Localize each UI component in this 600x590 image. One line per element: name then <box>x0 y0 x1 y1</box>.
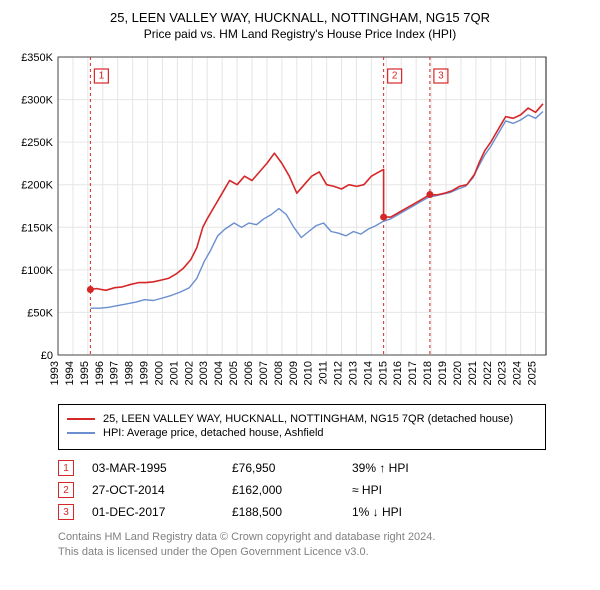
legend-item: HPI: Average price, detached house, Ashf… <box>67 427 537 439</box>
svg-text:1996: 1996 <box>94 361 106 385</box>
svg-text:£250K: £250K <box>21 137 53 149</box>
page-subtitle: Price paid vs. HM Land Registry's House … <box>12 27 588 41</box>
svg-text:£150K: £150K <box>21 222 53 234</box>
transaction-date: 01-DEC-2017 <box>92 505 232 519</box>
footnote-line: This data is licensed under the Open Gov… <box>58 545 588 560</box>
svg-text:2013: 2013 <box>347 361 359 385</box>
svg-text:2022: 2022 <box>482 361 494 385</box>
svg-text:2009: 2009 <box>288 361 300 385</box>
svg-text:2005: 2005 <box>228 361 240 385</box>
svg-text:2004: 2004 <box>213 361 225 385</box>
price-chart: £0 £50K £100K £150K £200K £250K £300K £350K 1993… <box>12 51 588 396</box>
page-title: 25, LEEN VALLEY WAY, HUCKNALL, NOTTINGHA… <box>12 10 588 25</box>
svg-text:1998: 1998 <box>124 361 136 385</box>
svg-text:2018: 2018 <box>422 361 434 385</box>
svg-text:1999: 1999 <box>139 361 151 385</box>
transaction-hpi: 1% ↓ HPI <box>352 505 472 519</box>
transaction-price: £188,500 <box>232 505 352 519</box>
svg-text:2019: 2019 <box>437 361 449 385</box>
transaction-row: 2 27-OCT-2014£162,000≈ HPI <box>58 482 546 498</box>
svg-text:1993: 1993 <box>49 361 61 385</box>
transaction-marker: 2 <box>58 482 74 498</box>
svg-text:2003: 2003 <box>198 361 210 385</box>
svg-text:2014: 2014 <box>362 361 374 385</box>
svg-text:1994: 1994 <box>64 361 76 385</box>
legend-item: 25, LEEN VALLEY WAY, HUCKNALL, NOTTINGHA… <box>67 413 537 425</box>
svg-text:£0: £0 <box>41 350 53 362</box>
svg-text:2025: 2025 <box>527 361 539 385</box>
svg-text:2: 2 <box>392 71 398 82</box>
footnote: Contains HM Land Registry data © Crown c… <box>58 530 588 560</box>
svg-text:£50K: £50K <box>27 307 53 319</box>
transaction-price: £76,950 <box>232 461 352 475</box>
svg-text:2007: 2007 <box>258 361 270 385</box>
transaction-marker: 3 <box>58 504 74 520</box>
transaction-date: 03-MAR-1995 <box>92 461 232 475</box>
svg-text:2000: 2000 <box>153 361 165 385</box>
chart-svg: £0 £50K £100K £150K £200K £250K £300K £350K 1993… <box>12 51 588 396</box>
svg-text:£100K: £100K <box>21 265 53 277</box>
legend-swatch <box>67 432 95 434</box>
svg-text:2024: 2024 <box>512 361 524 385</box>
svg-text:1995: 1995 <box>79 361 91 385</box>
transaction-hpi: ≈ HPI <box>352 483 472 497</box>
legend: 25, LEEN VALLEY WAY, HUCKNALL, NOTTINGHA… <box>58 404 546 450</box>
svg-text:2010: 2010 <box>303 361 315 385</box>
svg-text:2023: 2023 <box>497 361 509 385</box>
svg-text:£200K: £200K <box>21 180 53 192</box>
svg-text:1: 1 <box>99 71 105 82</box>
svg-text:2006: 2006 <box>243 361 255 385</box>
svg-text:1997: 1997 <box>109 361 121 385</box>
transaction-date: 27-OCT-2014 <box>92 483 232 497</box>
legend-label: 25, LEEN VALLEY WAY, HUCKNALL, NOTTINGHA… <box>103 413 513 425</box>
svg-text:£300K: £300K <box>21 95 53 107</box>
svg-text:2017: 2017 <box>407 361 419 385</box>
svg-text:2012: 2012 <box>333 361 345 385</box>
transaction-row: 1 03-MAR-1995£76,95039% ↑ HPI <box>58 460 546 476</box>
legend-swatch <box>67 418 95 420</box>
svg-text:2015: 2015 <box>377 361 389 385</box>
transaction-table: 1 03-MAR-1995£76,95039% ↑ HPI 2 27-OCT-2014… <box>58 460 546 520</box>
transaction-price: £162,000 <box>232 483 352 497</box>
svg-text:2002: 2002 <box>183 361 195 385</box>
svg-text:3: 3 <box>438 71 444 82</box>
svg-text:2016: 2016 <box>392 361 404 385</box>
svg-text:2008: 2008 <box>273 361 285 385</box>
transaction-row: 3 01-DEC-2017£188,5001% ↓ HPI <box>58 504 546 520</box>
svg-text:2020: 2020 <box>452 361 464 385</box>
transaction-marker: 1 <box>58 460 74 476</box>
svg-text:£350K: £350K <box>21 52 53 64</box>
footnote-line: Contains HM Land Registry data © Crown c… <box>58 530 588 545</box>
svg-text:2011: 2011 <box>318 361 330 385</box>
transaction-hpi: 39% ↑ HPI <box>352 461 472 475</box>
svg-text:2021: 2021 <box>467 361 479 385</box>
legend-label: HPI: Average price, detached house, Ashf… <box>103 427 324 439</box>
svg-text:2001: 2001 <box>168 361 180 385</box>
